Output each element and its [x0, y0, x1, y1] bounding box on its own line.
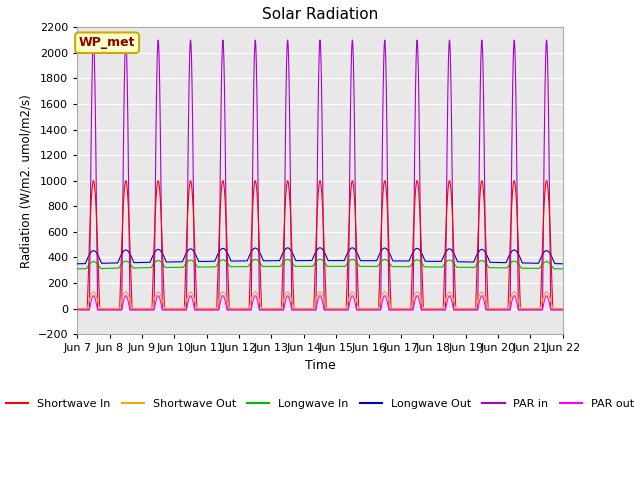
Legend: Shortwave In, Shortwave Out, Longwave In, Longwave Out, PAR in, PAR out: Shortwave In, Shortwave Out, Longwave In… — [2, 395, 638, 414]
X-axis label: Time: Time — [305, 359, 335, 372]
Title: Solar Radiation: Solar Radiation — [262, 7, 378, 22]
Text: WP_met: WP_met — [79, 36, 136, 49]
Y-axis label: Radiation (W/m2. umol/m2/s): Radiation (W/m2. umol/m2/s) — [19, 94, 32, 267]
